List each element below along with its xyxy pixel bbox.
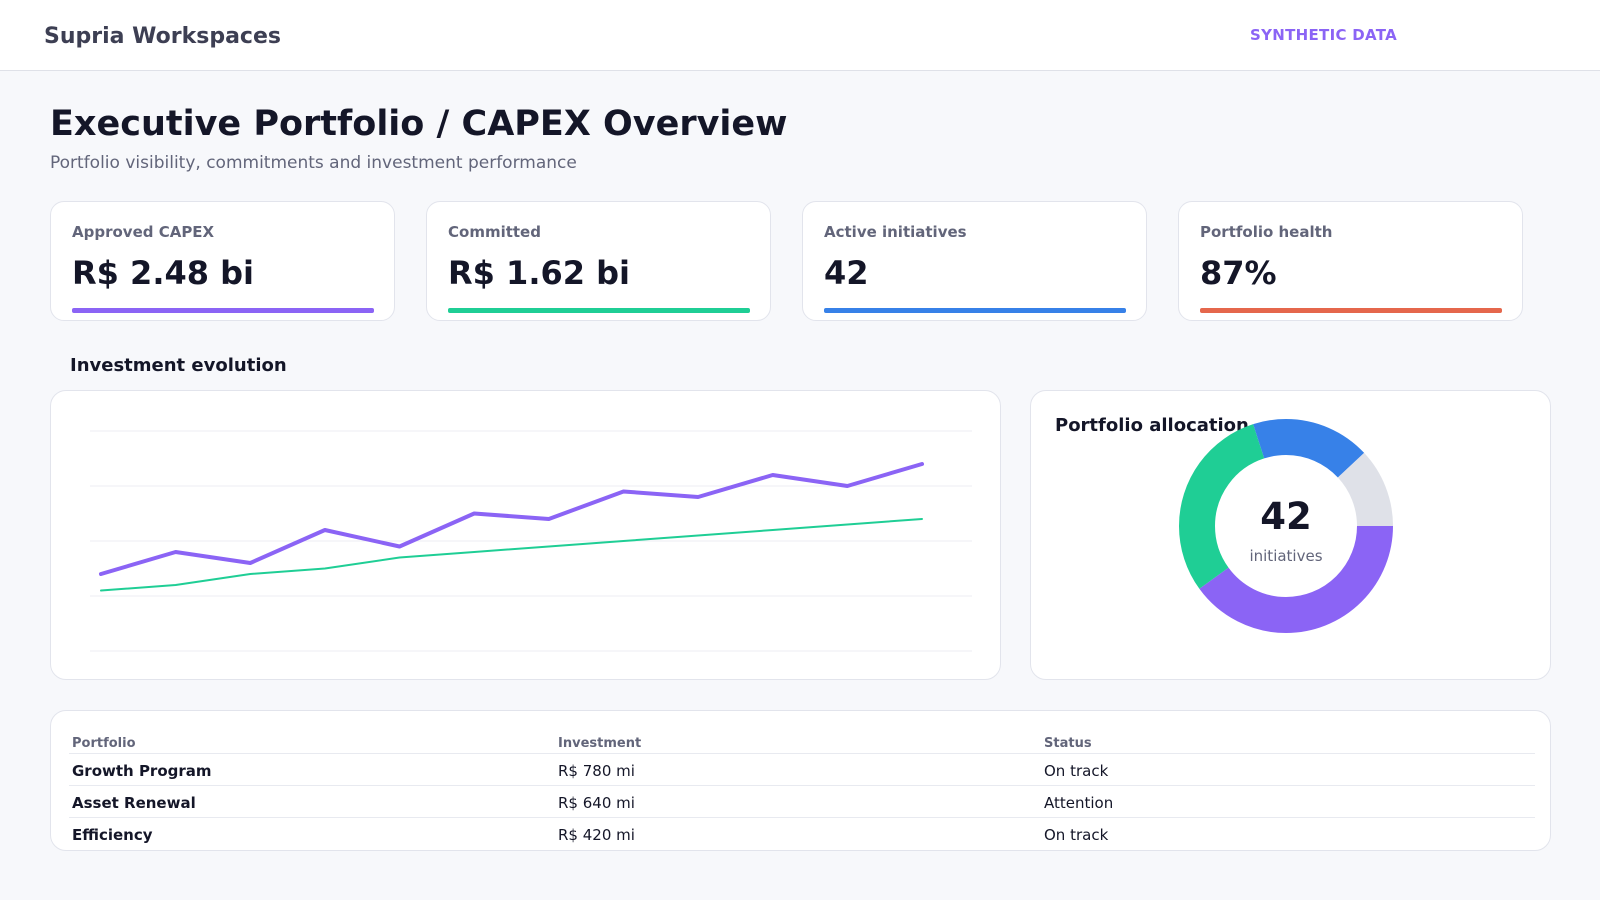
page-title: Executive Portfolio / CAPEX Overview xyxy=(50,104,788,144)
table-row[interactable]: Growth Program R$ 780 mi On track xyxy=(69,753,1535,785)
status-text: Attention xyxy=(1044,794,1114,812)
investment-evolution-title: Investment evolution xyxy=(70,355,287,376)
portfolio-allocation-title: Portfolio allocation xyxy=(1055,415,1249,436)
status-text: On track xyxy=(1044,762,1109,780)
page-subtitle: Portfolio visibility, commitments and in… xyxy=(50,153,577,173)
investment-value: R$ 420 mi xyxy=(558,826,635,844)
kpi-label: Committed xyxy=(448,223,541,241)
portfolio-table: Portfolio Investment Status Growth Progr… xyxy=(50,710,1551,851)
kpi-label: Active initiatives xyxy=(824,223,967,241)
portfolio-name: Growth Program xyxy=(72,762,212,780)
table-row[interactable]: Asset Renewal R$ 640 mi Attention xyxy=(69,785,1535,817)
top-bar: Supria Workspaces SYNTHETIC DATA xyxy=(0,0,1600,71)
kpi-label: Portfolio health xyxy=(1200,223,1333,241)
synthetic-data-badge: SYNTHETIC DATA xyxy=(1250,26,1398,44)
donut-wrap: 42 initiatives xyxy=(1179,419,1393,633)
kpi-accent-bar xyxy=(72,308,374,313)
kpi-accent-bar xyxy=(448,308,750,313)
kpi-card-committed: Committed R$ 1.62 bi xyxy=(426,201,771,321)
column-header-investment[interactable]: Investment xyxy=(558,736,642,751)
series-line-2 xyxy=(100,518,923,592)
kpi-card-active-initiatives: Active initiatives 42 xyxy=(802,201,1147,321)
kpi-label: Approved CAPEX xyxy=(72,223,215,241)
donut-slice-4 xyxy=(1179,419,1393,633)
portfolio-allocation-card: Portfolio allocation 42 initiatives xyxy=(1030,390,1551,680)
table-row[interactable]: Efficiency R$ 420 mi On track xyxy=(69,817,1535,849)
kpi-value: R$ 2.48 bi xyxy=(72,254,255,292)
portfolio-name: Efficiency xyxy=(72,826,153,844)
donut-center-value: 42 xyxy=(1260,495,1312,538)
donut-slice-3 xyxy=(1179,419,1393,633)
kpi-accent-bar xyxy=(824,308,1126,313)
kpi-value: 42 xyxy=(824,254,869,292)
kpi-card-approved-capex: Approved CAPEX R$ 2.48 bi xyxy=(50,201,395,321)
portfolio-name: Asset Renewal xyxy=(72,794,196,812)
portfolio-allocation-donut xyxy=(1179,419,1393,633)
investment-evolution-card xyxy=(50,390,1001,680)
kpi-value: R$ 1.62 bi xyxy=(448,254,631,292)
investment-value: R$ 780 mi xyxy=(558,762,635,780)
kpi-value: 87% xyxy=(1200,254,1277,292)
brand-name[interactable]: Supria Workspaces xyxy=(44,24,281,49)
donut-center-label: initiatives xyxy=(1249,547,1323,565)
donut-slice-2 xyxy=(1179,419,1393,633)
status-text: On track xyxy=(1044,826,1109,844)
series-line-1 xyxy=(99,462,924,576)
investment-line-chart xyxy=(90,430,972,652)
column-header-portfolio[interactable]: Portfolio xyxy=(72,736,136,751)
investment-value: R$ 640 mi xyxy=(558,794,635,812)
kpi-card-portfolio-health: Portfolio health 87% xyxy=(1178,201,1523,321)
column-header-status[interactable]: Status xyxy=(1044,736,1092,751)
kpi-accent-bar xyxy=(1200,308,1502,313)
